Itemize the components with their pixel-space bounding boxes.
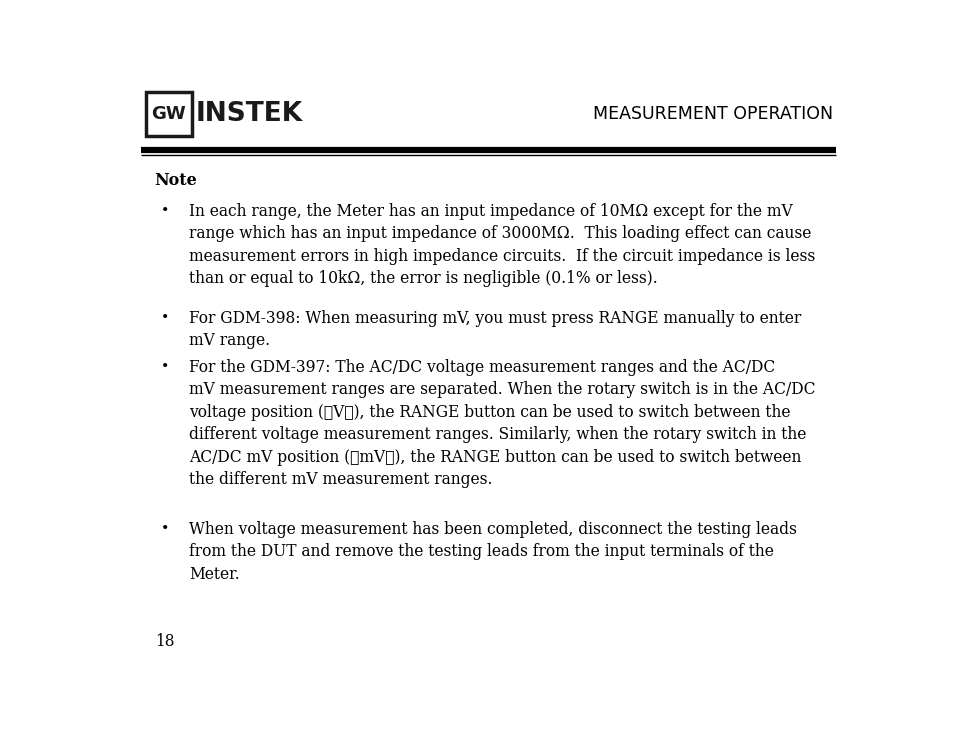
Text: Note: Note xyxy=(154,172,197,189)
Text: GW: GW xyxy=(152,105,186,123)
Text: •: • xyxy=(161,521,169,535)
Text: For the GDM-397: The AC/DC voltage measurement ranges and the AC/DC
mV measureme: For the GDM-397: The AC/DC voltage measu… xyxy=(190,359,815,488)
Text: When voltage measurement has been completed, disconnect the testing leads
from t: When voltage measurement has been comple… xyxy=(190,521,797,583)
Text: •: • xyxy=(161,310,169,324)
Text: G: G xyxy=(147,101,169,128)
Text: •: • xyxy=(161,203,169,217)
Text: INSTEK: INSTEK xyxy=(195,101,302,128)
Text: In each range, the Meter has an input impedance of 10MΩ except for the mV
range : In each range, the Meter has an input im… xyxy=(190,203,815,288)
Text: For GDM-398: When measuring mV, you must press RANGE manually to enter
mV range.: For GDM-398: When measuring mV, you must… xyxy=(190,310,801,349)
FancyBboxPatch shape xyxy=(146,92,192,137)
Text: 18: 18 xyxy=(154,633,174,650)
Text: •: • xyxy=(161,359,169,373)
Text: MEASUREMENT OPERATION: MEASUREMENT OPERATION xyxy=(592,105,832,123)
